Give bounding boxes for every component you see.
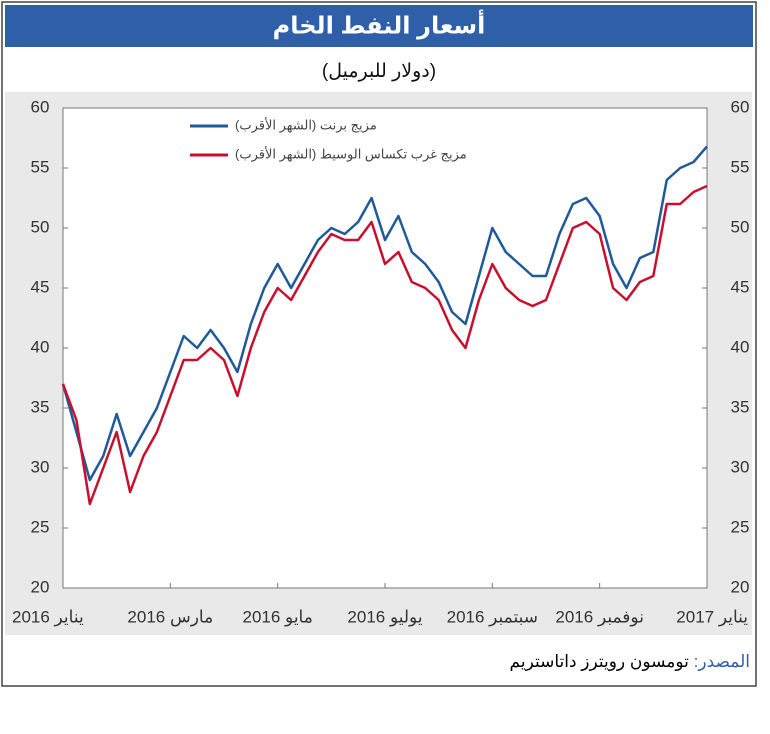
x-tick-label: مارس 2016	[127, 607, 213, 626]
y-tick-label: 25	[31, 517, 50, 536]
chart-title: أسعار النفط الخام	[273, 9, 486, 39]
chart-subtitle: (دولار للبرميل)	[322, 61, 436, 82]
x-tick-label: يناير 2017	[676, 607, 748, 626]
x-tick-label: مايو 2016	[242, 607, 312, 626]
y-tick-label: 40	[31, 337, 50, 356]
source: المصدر: تومسون رويترز داتاستريم	[510, 652, 750, 672]
plot-area	[62, 107, 708, 589]
y2-tick-label: 50	[731, 217, 750, 236]
y2-tick-label: 20	[731, 577, 750, 596]
y2-tick-label: 55	[731, 157, 750, 176]
x-tick-label: نوفمبر 2016	[555, 607, 644, 626]
y-tick-label: 30	[31, 457, 50, 476]
y2-tick-label: 35	[731, 397, 750, 416]
x-tick-label: سبتمبر 2016	[447, 607, 538, 626]
y-tick-label: 50	[31, 217, 50, 236]
y-tick-label: 35	[31, 397, 50, 416]
source-text: تومسون رويترز داتاستريم	[509, 652, 689, 671]
y-tick-label: 55	[31, 157, 50, 176]
y2-tick-label: 45	[731, 277, 750, 296]
x-tick-label: يناير 2016	[12, 607, 84, 626]
y2-tick-label: 25	[731, 517, 750, 536]
series-line	[61, 184, 708, 506]
y-tick-label: 20	[31, 577, 50, 596]
title-bar	[5, 5, 753, 47]
x-tick-label: يوليو 2016	[347, 607, 422, 626]
legend-label: مزيج برنت (الشهر الأقرب)	[235, 116, 377, 133]
legend-label: مزيج غرب تكساس الوسيط (الشهر الأقرب)	[235, 145, 467, 162]
y2-tick-label: 60	[731, 97, 750, 116]
y-tick-label: 60	[31, 97, 50, 116]
source-label: المصدر:	[693, 652, 750, 671]
series-line	[61, 145, 708, 482]
y-tick-label: 45	[31, 277, 50, 296]
y2-tick-label: 40	[731, 337, 750, 356]
y2-tick-label: 30	[731, 457, 750, 476]
